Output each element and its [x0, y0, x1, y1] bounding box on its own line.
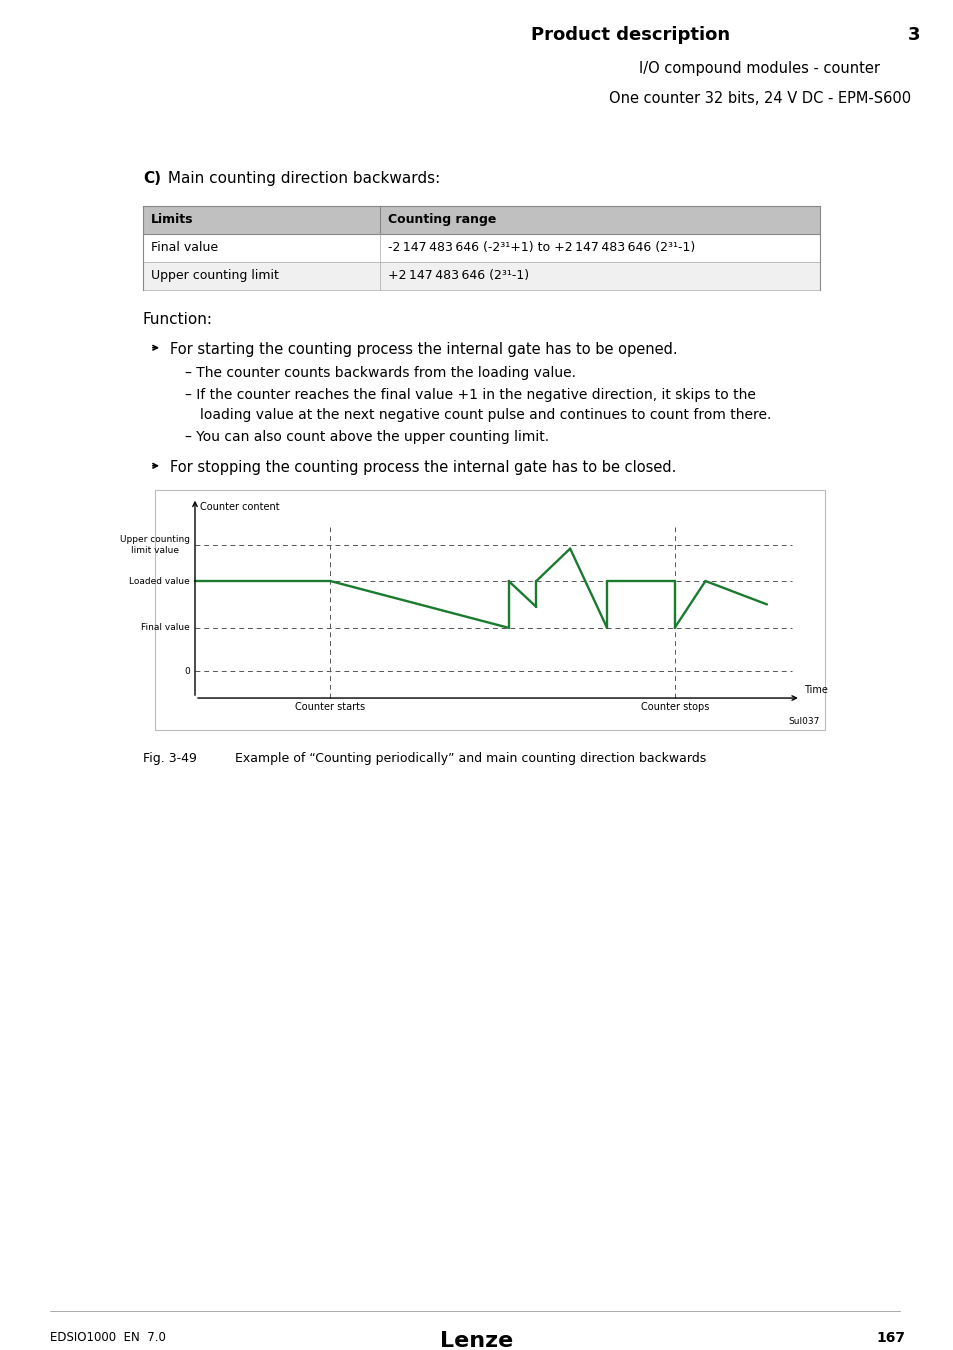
- Bar: [154, 490, 824, 730]
- Text: C): C): [143, 170, 161, 186]
- Text: – You can also count above the upper counting limit.: – You can also count above the upper cou…: [185, 429, 549, 444]
- Text: Loaded value: Loaded value: [129, 576, 190, 586]
- Text: Upper counting
limit value: Upper counting limit value: [120, 536, 190, 555]
- Text: SuI037: SuI037: [788, 717, 820, 726]
- Text: loading value at the next negative count pulse and continues to count from there: loading value at the next negative count…: [200, 408, 771, 421]
- Text: 3: 3: [906, 26, 919, 45]
- Text: Upper counting limit: Upper counting limit: [151, 269, 278, 282]
- Text: Function:: Function:: [143, 312, 213, 327]
- Text: – The counter counts backwards from the loading value.: – The counter counts backwards from the …: [185, 366, 576, 379]
- Text: Main counting direction backwards:: Main counting direction backwards:: [163, 170, 439, 186]
- Text: Counter starts: Counter starts: [294, 702, 365, 711]
- Text: I/O compound modules - counter: I/O compound modules - counter: [639, 61, 880, 76]
- Text: +2 147 483 646 (2³¹-1): +2 147 483 646 (2³¹-1): [388, 269, 529, 282]
- Text: Final value: Final value: [151, 242, 218, 254]
- Text: – If the counter reaches the final value +1 in the negative direction, it skips : – If the counter reaches the final value…: [185, 387, 755, 402]
- Text: For starting the counting process the internal gate has to be opened.: For starting the counting process the in…: [170, 342, 677, 356]
- Text: EDSIO1000  EN  7.0: EDSIO1000 EN 7.0: [50, 1331, 166, 1345]
- Text: Counting range: Counting range: [388, 213, 496, 227]
- Text: -2 147 483 646 (-2³¹+1) to +2 147 483 646 (2³¹-1): -2 147 483 646 (-2³¹+1) to +2 147 483 64…: [388, 242, 695, 254]
- Text: Example of “Counting periodically” and main counting direction backwards: Example of “Counting periodically” and m…: [234, 752, 705, 765]
- Text: Fig. 3-49: Fig. 3-49: [143, 752, 196, 765]
- Text: Counter content: Counter content: [200, 502, 279, 512]
- Text: Lenze: Lenze: [440, 1331, 513, 1350]
- Text: Counter stops: Counter stops: [639, 702, 708, 711]
- Bar: [143, 205, 820, 234]
- Text: For stopping the counting process the internal gate has to be closed.: For stopping the counting process the in…: [170, 460, 676, 475]
- Text: Final value: Final value: [141, 624, 190, 632]
- Text: One counter 32 bits, 24 V DC - EPM-S600: One counter 32 bits, 24 V DC - EPM-S600: [608, 90, 910, 105]
- Text: 0: 0: [184, 667, 190, 675]
- Bar: [143, 262, 820, 290]
- Text: Time: Time: [803, 684, 827, 695]
- Text: 167: 167: [875, 1331, 904, 1345]
- Text: Limits: Limits: [151, 213, 193, 227]
- Text: Product description: Product description: [530, 26, 729, 45]
